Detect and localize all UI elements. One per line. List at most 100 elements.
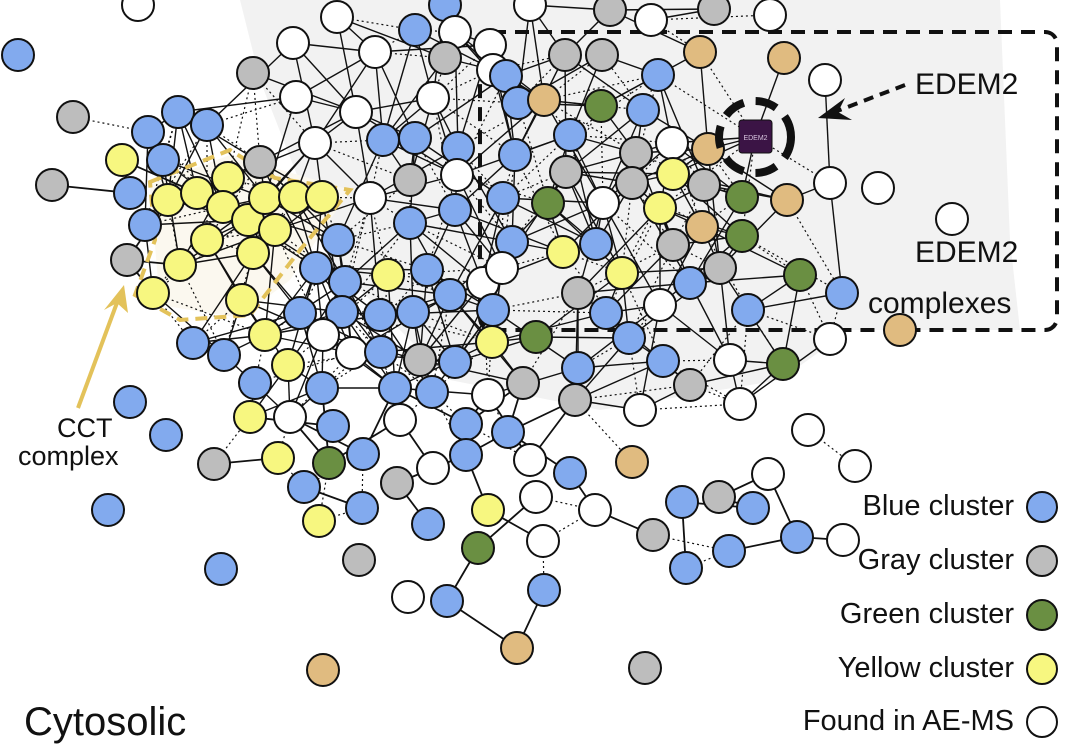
node-white[interactable] (391, 580, 425, 614)
node-blue[interactable] (204, 552, 238, 586)
node-blue[interactable] (673, 266, 707, 300)
node-gray[interactable] (561, 276, 595, 310)
node-blue[interactable] (91, 493, 125, 527)
node-blue[interactable] (238, 366, 272, 400)
node-yellow[interactable] (546, 235, 580, 269)
edem2-node[interactable]: EDEM2 (715, 97, 795, 177)
node-gray[interactable] (428, 41, 462, 75)
node-white[interactable] (335, 336, 369, 370)
node-yellow[interactable] (233, 400, 267, 434)
node-gray[interactable] (403, 343, 437, 377)
node-yellow[interactable] (248, 181, 282, 215)
node-white[interactable] (808, 63, 842, 97)
node-blue[interactable] (415, 375, 449, 409)
node-white[interactable] (713, 343, 747, 377)
node-blue[interactable] (579, 227, 613, 261)
node-gray[interactable] (585, 38, 619, 72)
node-blue[interactable] (146, 143, 180, 177)
node-white[interactable] (339, 95, 373, 129)
node-blue[interactable] (161, 95, 195, 129)
node-white[interactable] (838, 449, 872, 483)
node-blue[interactable] (589, 296, 623, 330)
node-white[interactable] (519, 480, 553, 514)
node-blue[interactable] (712, 534, 746, 568)
node-yellow[interactable] (371, 258, 405, 292)
node-blue[interactable] (646, 344, 680, 378)
node-blue[interactable] (364, 335, 398, 369)
node-blue[interactable] (449, 438, 483, 472)
node-blue[interactable] (449, 407, 483, 441)
node-blue[interactable] (433, 278, 467, 312)
node-white[interactable] (723, 387, 757, 421)
node-tan[interactable] (527, 83, 561, 117)
node-white[interactable] (276, 26, 310, 60)
node-blue[interactable] (825, 276, 859, 310)
node-gray[interactable] (243, 145, 277, 179)
node-yellow[interactable] (475, 325, 509, 359)
node-gray[interactable] (197, 447, 231, 481)
node-blue[interactable] (190, 108, 224, 142)
node-green[interactable] (531, 186, 565, 220)
node-blue[interactable] (410, 253, 444, 287)
node-yellow[interactable] (180, 176, 214, 210)
node-blue[interactable] (476, 293, 510, 327)
node-blue[interactable] (430, 584, 464, 618)
node-blue[interactable] (176, 326, 210, 360)
node-gray[interactable] (702, 480, 736, 514)
node-blue[interactable] (393, 206, 427, 240)
node-white[interactable] (440, 158, 474, 192)
node-white[interactable] (753, 0, 787, 32)
node-gray[interactable] (628, 651, 662, 685)
node-blue[interactable] (665, 485, 699, 519)
node-yellow[interactable] (248, 318, 282, 352)
node-blue[interactable] (669, 551, 703, 585)
node-green[interactable] (766, 347, 800, 381)
node-blue[interactable] (398, 121, 432, 155)
node-yellow[interactable] (656, 157, 690, 191)
node-white[interactable] (751, 457, 785, 491)
node-blue[interactable] (626, 93, 660, 127)
node-blue[interactable] (1, 38, 35, 72)
node-blue[interactable] (378, 371, 412, 405)
node-white[interactable] (485, 251, 519, 285)
node-yellow[interactable] (271, 348, 305, 382)
node-green[interactable] (584, 89, 618, 123)
node-white[interactable] (416, 451, 450, 485)
node-gray[interactable] (236, 56, 270, 90)
node-yellow[interactable] (605, 256, 639, 290)
node-blue[interactable] (325, 295, 359, 329)
node-blue[interactable] (641, 58, 675, 92)
node-white[interactable] (935, 202, 969, 236)
node-yellow[interactable] (136, 276, 170, 310)
node-blue[interactable] (113, 385, 147, 419)
node-gray[interactable] (558, 383, 592, 417)
node-blue[interactable] (346, 437, 380, 471)
node-white[interactable] (416, 81, 450, 115)
node-blue[interactable] (438, 193, 472, 227)
node-gray[interactable] (656, 228, 690, 262)
node-white[interactable] (643, 288, 677, 322)
node-blue[interactable] (498, 138, 532, 172)
node-tan[interactable] (500, 631, 534, 665)
node-white[interactable] (353, 181, 387, 215)
node-gray[interactable] (393, 163, 427, 197)
node-tan[interactable] (685, 210, 719, 244)
node-blue[interactable] (207, 338, 241, 372)
node-green[interactable] (783, 258, 817, 292)
node-white[interactable] (813, 166, 847, 200)
node-gray[interactable] (56, 100, 90, 134)
node-yellow[interactable] (643, 191, 677, 225)
node-green[interactable] (461, 531, 495, 565)
node-green[interactable] (312, 446, 346, 480)
node-yellow[interactable] (261, 441, 295, 475)
node-blue[interactable] (283, 296, 317, 330)
node-white[interactable] (513, 0, 547, 22)
node-white[interactable] (279, 80, 313, 114)
node-yellow[interactable] (163, 248, 197, 282)
node-blue[interactable] (491, 415, 525, 449)
node-blue[interactable] (561, 351, 595, 385)
node-blue[interactable] (149, 418, 183, 452)
node-blue[interactable] (411, 507, 445, 541)
node-white[interactable] (306, 318, 340, 352)
node-blue[interactable] (553, 456, 587, 490)
